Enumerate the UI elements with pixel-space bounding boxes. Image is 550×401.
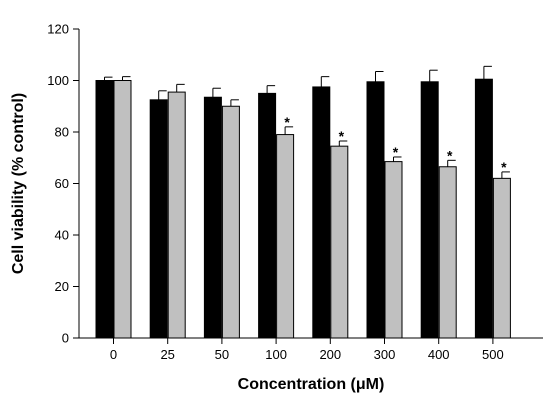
x-tick-label: 300 (374, 347, 396, 362)
significance-marker: * (284, 114, 290, 130)
bar-series-1 (420, 81, 439, 339)
significance-marker: * (447, 147, 453, 163)
x-tick-label: 200 (319, 347, 341, 362)
bar-series-1 (258, 92, 277, 339)
bar-series-1 (312, 86, 331, 339)
chart-marks: * * * * * (95, 65, 511, 339)
bar-series-1 (474, 78, 493, 339)
x-tick-label: 500 (482, 347, 504, 362)
y-tick-label: 20 (55, 279, 69, 294)
bar-series-2 (113, 80, 132, 339)
y-tick-label: 0 (62, 331, 69, 346)
bar-series-1 (203, 96, 222, 339)
bar-series-2 (438, 166, 457, 339)
y-tick-label: 100 (47, 73, 69, 88)
y-tick-label: 120 (47, 22, 69, 37)
x-tick-label: 50 (215, 347, 229, 362)
bar-series-2 (330, 145, 349, 339)
chart-axes (78, 29, 543, 339)
bar-series-1 (95, 80, 114, 339)
significance-marker: * (393, 144, 399, 160)
x-tick-label: 400 (428, 347, 450, 362)
y-tick-label: 60 (55, 176, 69, 191)
bar-series-2 (276, 134, 295, 339)
x-tick-label: 0 (110, 347, 117, 362)
significance-marker: * (501, 159, 507, 175)
y-tick-label: 80 (55, 125, 69, 140)
x-tick-label: 100 (265, 347, 287, 362)
bar-series-1 (149, 99, 168, 339)
bar-series-2 (492, 177, 511, 339)
significance-marker: * (339, 128, 345, 144)
bar-series-2 (167, 91, 186, 339)
bar-series-2 (221, 105, 240, 339)
x-axis-title: Concentration (μM) (238, 376, 385, 393)
y-tick-label: 40 (55, 228, 69, 243)
x-tick-label: 25 (160, 347, 174, 362)
bar-series-2 (384, 161, 403, 339)
y-axis-ticks: 0 20 40 60 80 100 120 (47, 22, 79, 346)
y-axis-title: Cell viability (% control) (10, 93, 27, 274)
bar-series-1 (366, 81, 385, 339)
x-axis-ticks: 0 25 50 100 200 300 400 500 (110, 338, 504, 362)
